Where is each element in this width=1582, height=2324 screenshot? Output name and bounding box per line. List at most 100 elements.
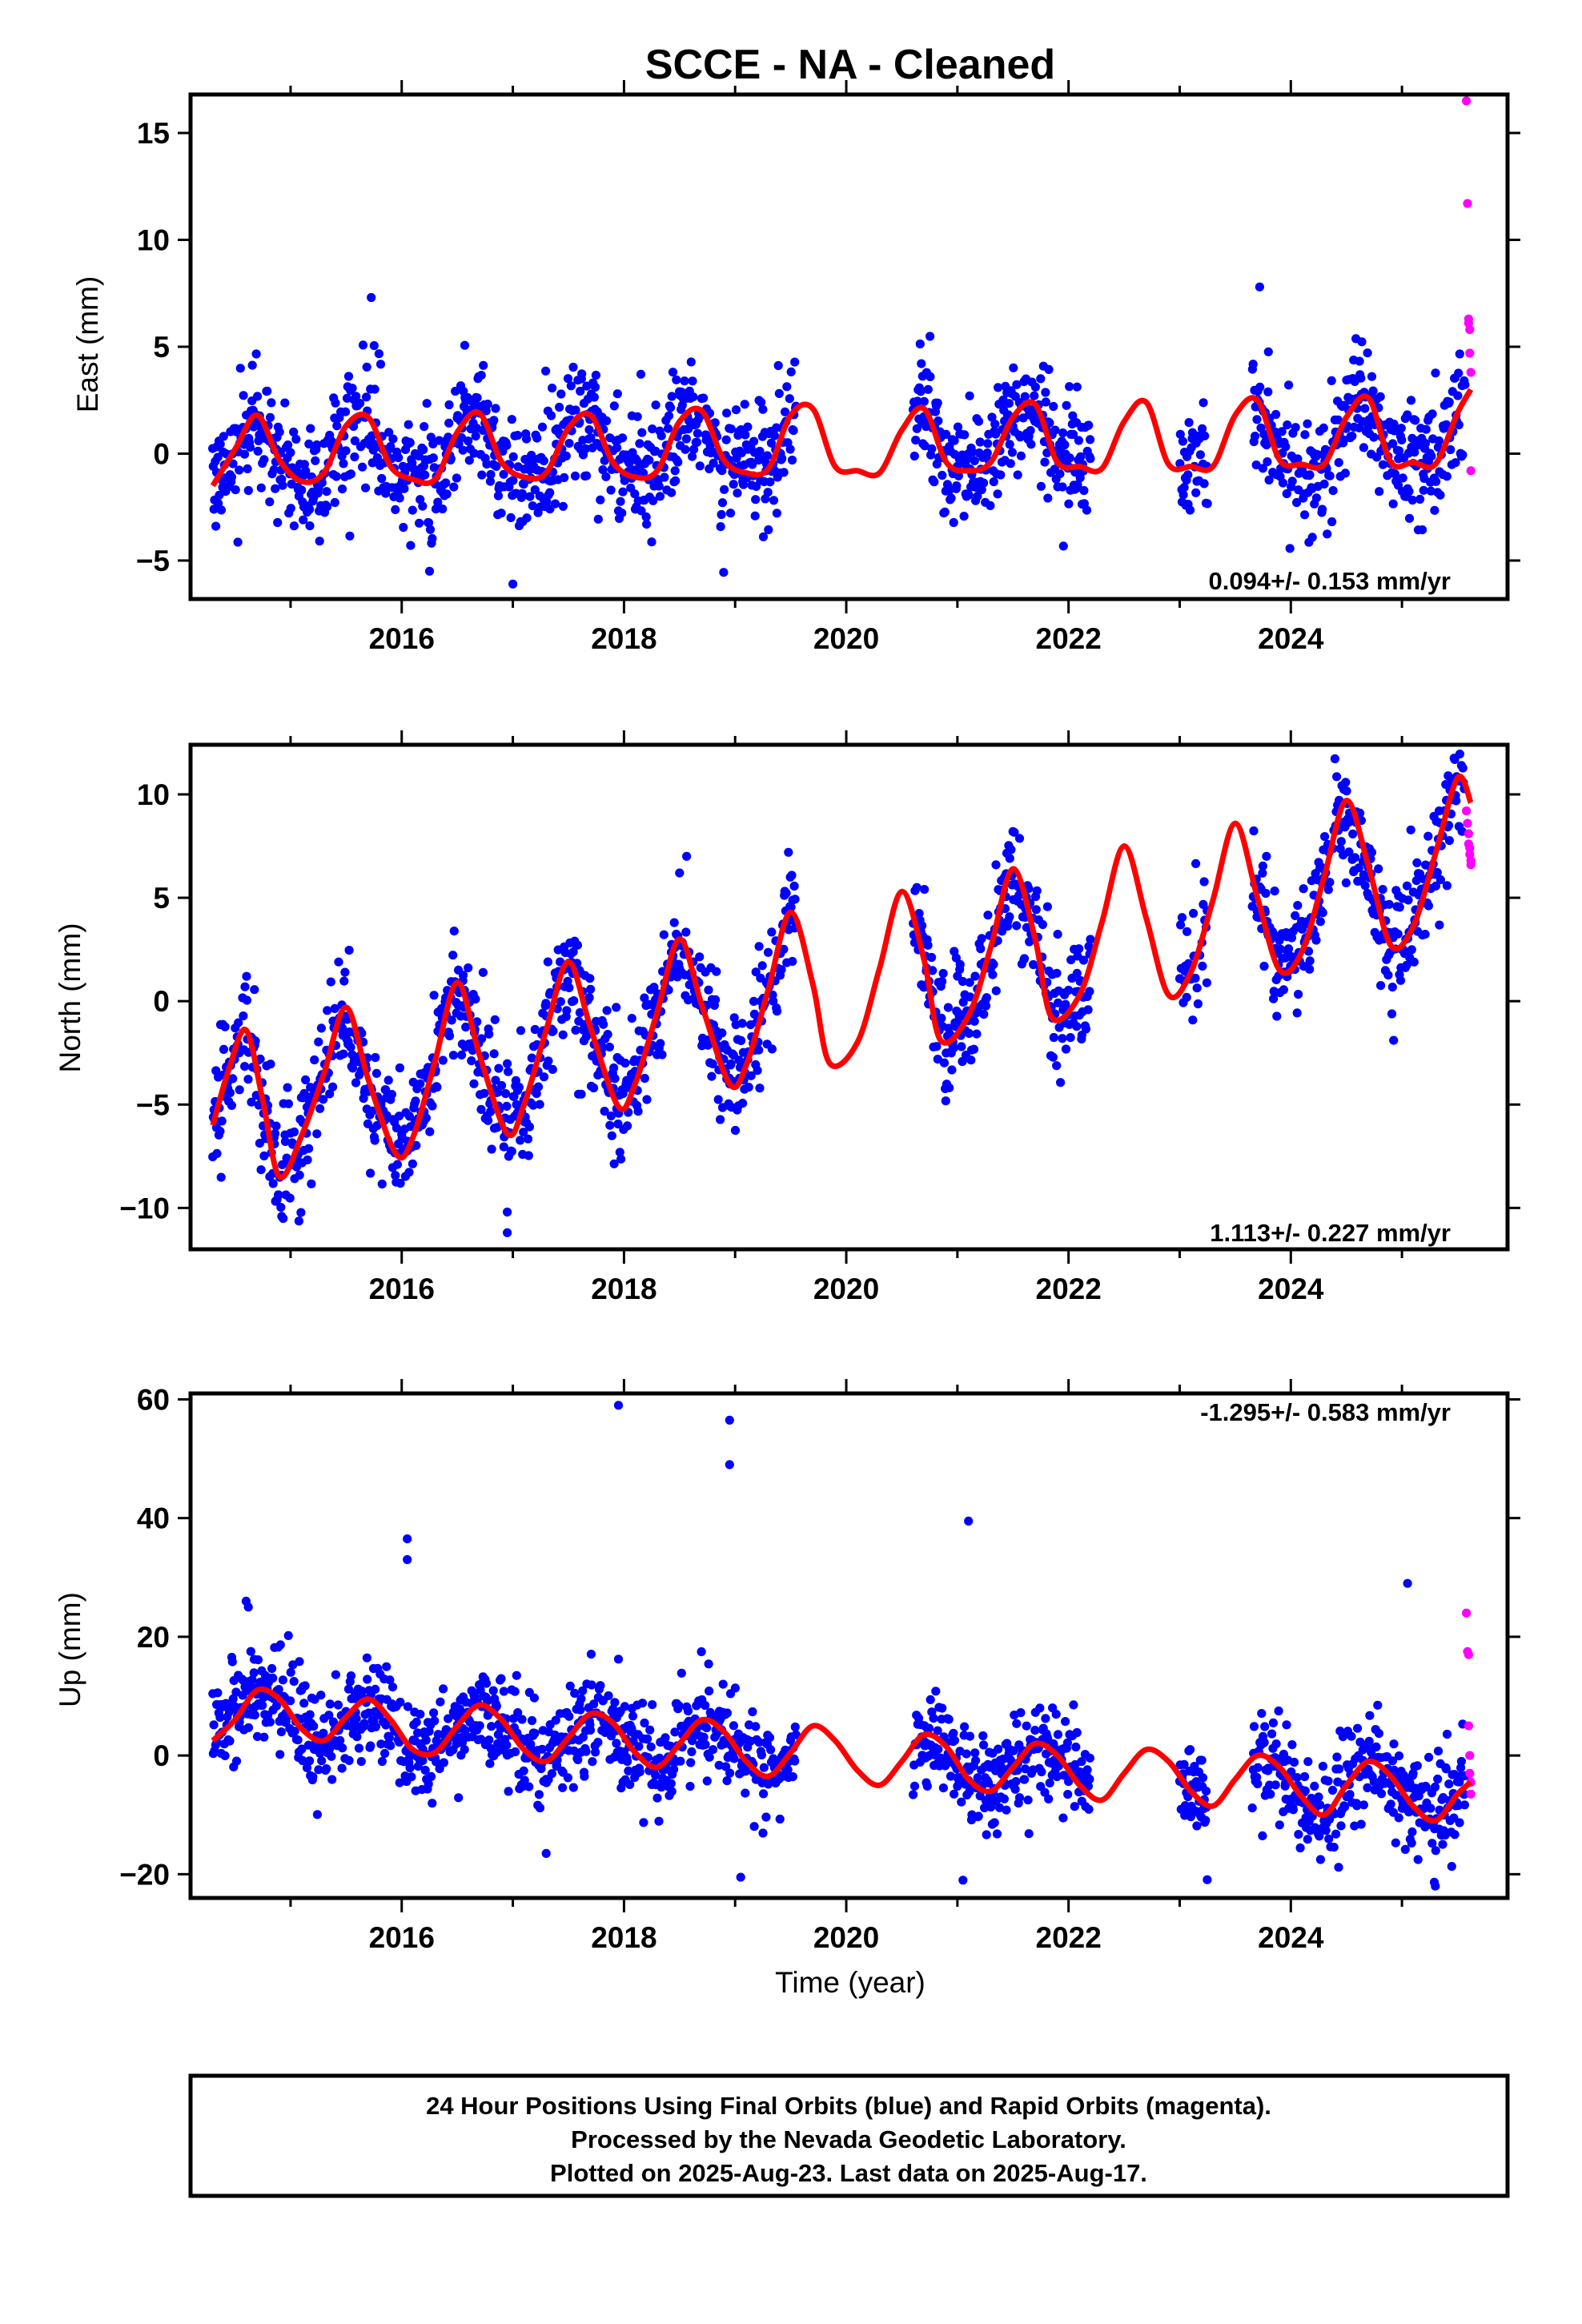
final-orbit-point xyxy=(958,976,968,987)
final-orbit-point xyxy=(615,1148,624,1157)
final-orbit-point xyxy=(367,1106,377,1116)
final-orbit-point xyxy=(371,1684,380,1694)
final-orbit-point xyxy=(358,340,368,350)
final-orbit-point xyxy=(460,1745,469,1755)
final-orbit-point xyxy=(929,1714,938,1723)
final-orbit-point xyxy=(974,416,984,426)
final-orbit-point xyxy=(1086,454,1095,464)
final-orbit-point xyxy=(617,433,628,443)
final-orbit-point xyxy=(428,1101,437,1111)
final-orbit-point xyxy=(358,462,367,472)
final-orbit-point xyxy=(1342,786,1351,796)
final-orbit-point xyxy=(233,537,243,547)
final-orbit-point xyxy=(581,1747,591,1756)
final-orbit-point xyxy=(1268,1718,1278,1727)
final-orbit-point xyxy=(914,909,924,919)
final-orbit-point xyxy=(299,1699,309,1708)
final-orbit-point xyxy=(268,1673,278,1683)
final-orbit-point xyxy=(547,1769,557,1779)
x-tick-label: 2016 xyxy=(369,1921,435,1954)
final-orbit-point xyxy=(1386,1799,1395,1809)
final-orbit-point xyxy=(278,480,287,490)
final-orbit-point xyxy=(716,1115,725,1124)
final-orbit-point xyxy=(1291,423,1300,432)
final-orbit-point xyxy=(951,953,961,963)
final-orbit-point xyxy=(315,537,324,546)
final-orbit-point xyxy=(568,947,578,957)
final-orbit-point xyxy=(1192,983,1202,993)
final-orbit-point xyxy=(578,1686,588,1695)
final-orbit-point xyxy=(1082,505,1092,515)
final-orbit-point xyxy=(741,1767,751,1776)
final-orbit-point xyxy=(944,486,954,496)
final-orbit-point xyxy=(1259,961,1269,971)
final-orbit-point xyxy=(286,1696,295,1706)
final-orbit-point xyxy=(670,1727,680,1737)
final-orbit-point xyxy=(510,1687,520,1696)
final-orbit-point xyxy=(729,1013,739,1023)
final-orbit-point xyxy=(670,466,680,476)
final-orbit-point xyxy=(283,1099,293,1108)
final-orbit-point xyxy=(998,1764,1007,1775)
final-orbit-point xyxy=(769,996,778,1006)
final-orbit-point xyxy=(656,1783,666,1792)
rapid-orbit-point xyxy=(1464,829,1473,838)
final-orbit-point xyxy=(708,1745,718,1755)
final-orbit-point xyxy=(743,422,753,432)
final-orbit-point xyxy=(499,1142,508,1152)
final-orbit-point xyxy=(566,381,576,391)
final-orbit-point xyxy=(243,464,252,474)
final-orbit-point xyxy=(1005,854,1014,863)
final-orbit-point xyxy=(428,533,437,544)
final-orbit-point xyxy=(477,1034,487,1043)
final-orbit-point xyxy=(331,398,340,408)
final-orbit-point xyxy=(259,1732,269,1742)
final-orbit-point xyxy=(934,416,943,426)
final-orbit-point xyxy=(527,1715,537,1726)
y-axis-label-up: Up (mm) xyxy=(54,1592,86,1707)
final-orbit-point xyxy=(1002,1805,1011,1815)
final-orbit-point xyxy=(1064,499,1074,509)
final-orbit-point xyxy=(765,1733,775,1743)
final-orbit-point xyxy=(741,430,750,440)
final-orbit-point xyxy=(331,1670,340,1679)
final-orbit-point xyxy=(1404,1807,1414,1817)
final-orbit-point xyxy=(344,1755,354,1765)
final-orbit-point xyxy=(610,1698,620,1707)
final-orbit-point xyxy=(1198,424,1207,433)
final-orbit-point xyxy=(697,1647,706,1657)
final-orbit-point xyxy=(938,968,948,979)
final-orbit-point xyxy=(751,1722,761,1731)
final-orbit-point xyxy=(1408,1769,1418,1779)
final-orbit-point xyxy=(1200,431,1210,440)
final-orbit-point xyxy=(643,1734,652,1743)
final-orbit-point xyxy=(343,372,354,381)
final-orbit-point xyxy=(944,1715,954,1724)
final-orbit-point xyxy=(1015,432,1025,442)
final-orbit-point xyxy=(785,394,794,404)
final-orbit-point xyxy=(1287,476,1297,486)
final-orbit-point xyxy=(274,1190,283,1200)
final-orbit-point xyxy=(416,495,425,505)
final-orbit-point xyxy=(982,993,991,1003)
final-orbit-point xyxy=(1055,469,1065,479)
final-orbit-point xyxy=(1264,475,1274,485)
final-orbit-point xyxy=(278,1675,287,1685)
final-orbit-point xyxy=(644,456,654,465)
final-orbit-point xyxy=(667,1787,677,1796)
final-orbit-point xyxy=(1074,436,1083,445)
final-orbit-point xyxy=(283,440,293,450)
final-orbit-point xyxy=(271,1701,281,1711)
final-orbit-point xyxy=(1026,440,1036,449)
final-orbit-point xyxy=(1062,1738,1072,1747)
final-orbit-point xyxy=(504,1067,513,1076)
final-orbit-point xyxy=(618,487,628,497)
final-orbit-point xyxy=(1044,364,1054,374)
final-orbit-point xyxy=(408,505,417,515)
final-orbit-point xyxy=(391,1123,401,1133)
final-orbit-point xyxy=(1072,382,1082,392)
final-orbit-point xyxy=(688,452,697,461)
final-orbit-point xyxy=(548,1026,558,1036)
final-orbit-point xyxy=(545,488,555,497)
final-orbit-point xyxy=(1356,1819,1366,1829)
